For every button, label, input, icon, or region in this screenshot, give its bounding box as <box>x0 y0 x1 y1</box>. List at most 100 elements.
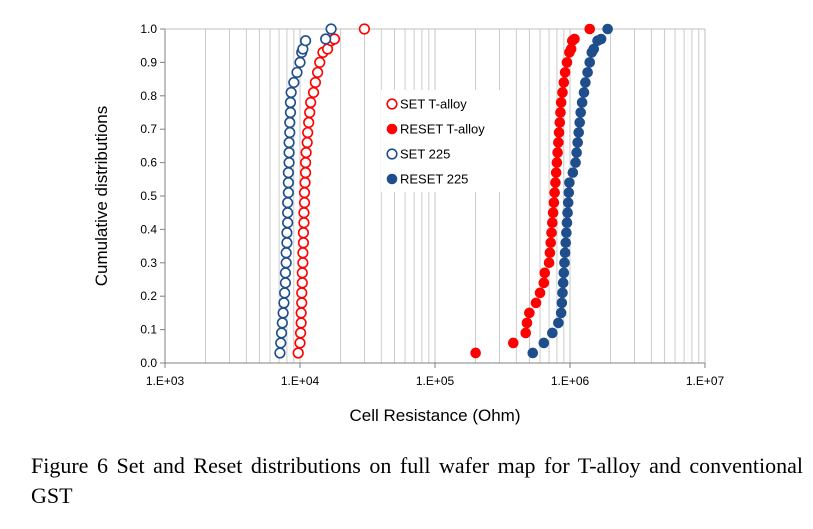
data-point <box>275 327 288 339</box>
data-point <box>314 56 326 69</box>
data-point <box>282 187 294 199</box>
x-tick-label: 1.E+04 <box>281 374 320 388</box>
data-point <box>553 127 565 138</box>
data-point <box>296 287 308 299</box>
data-point <box>539 267 551 279</box>
data-point <box>553 317 564 329</box>
tick-labels: 0.0 0.1 0.2 0.3 0.4 0.5 0.6 0.7 0.8 0.9 1.0 1.E+03 1… <box>140 22 724 388</box>
data-point <box>282 217 294 229</box>
data-point <box>584 57 596 68</box>
data-point <box>595 33 607 45</box>
data-point <box>524 307 535 319</box>
data-point <box>584 23 596 35</box>
y-tick-label: 0.2 <box>140 289 157 303</box>
y-tick-label: 0.3 <box>140 256 157 270</box>
x-tick-label: 1.E+05 <box>416 374 455 388</box>
data-point <box>530 297 542 309</box>
data-point <box>288 76 300 89</box>
data-point <box>299 167 312 179</box>
y-axis-title: Cumulative distributions <box>92 106 111 286</box>
data-point <box>296 267 308 279</box>
cumulative-distribution-chart: 0.0 0.1 0.2 0.3 0.4 0.5 0.6 0.7 0.8 0.9 1.0 1.E+03 1… <box>92 22 725 425</box>
data-point <box>570 157 581 168</box>
data-point <box>561 227 572 239</box>
data-point <box>556 297 568 309</box>
data-point <box>550 167 562 178</box>
data-point <box>300 146 312 159</box>
data-point <box>555 97 567 108</box>
data-point <box>297 247 309 259</box>
data-point <box>282 197 294 209</box>
data-point <box>602 23 613 35</box>
series-reset-225 <box>527 23 613 359</box>
data-point <box>507 337 519 349</box>
data-point <box>550 177 561 188</box>
legend-item: RESET T-alloy <box>386 122 485 137</box>
data-point <box>298 197 311 209</box>
data-point <box>558 267 570 279</box>
legend-item: RESET 225 <box>386 172 468 187</box>
data-point <box>279 267 292 279</box>
legend-label: RESET T-alloy <box>400 122 485 137</box>
series-reset-t-alloy <box>470 23 596 359</box>
x-tick-label: 1.E+07 <box>686 374 725 388</box>
data-point <box>470 347 481 359</box>
legend-marker <box>386 148 398 160</box>
data-point <box>298 187 311 199</box>
data-point <box>283 157 295 169</box>
data-point <box>520 327 532 339</box>
data-point <box>307 86 320 99</box>
data-point <box>527 347 539 359</box>
data-point <box>547 207 559 218</box>
legend-label: SET T-alloy <box>400 97 467 112</box>
grid-lines <box>205 29 700 363</box>
data-point <box>283 146 295 159</box>
data-point <box>569 33 580 45</box>
data-point <box>546 227 557 239</box>
data-point <box>534 287 546 299</box>
legend-marker <box>386 123 398 135</box>
y-tick-label: 0.1 <box>140 323 157 337</box>
data-point <box>284 106 297 119</box>
data-point <box>283 136 295 149</box>
data-point <box>298 207 310 219</box>
legend-item: SET 225 <box>386 147 450 162</box>
data-point <box>560 237 572 249</box>
data-point <box>278 297 290 309</box>
data-point <box>280 257 292 269</box>
data-point <box>302 126 314 139</box>
data-point <box>297 237 310 249</box>
y-tick-label: 0.5 <box>140 189 157 203</box>
data-point <box>549 187 560 198</box>
data-point <box>544 247 556 259</box>
data-point <box>296 277 308 289</box>
legend-box <box>381 90 505 192</box>
data-point <box>284 116 296 129</box>
data-point <box>573 127 585 138</box>
series-set-t-alloy <box>292 23 371 359</box>
data-point <box>548 197 560 208</box>
data-point <box>298 217 310 229</box>
data-point <box>545 237 557 249</box>
data-point <box>295 307 307 319</box>
data-point <box>279 277 292 289</box>
data-point <box>277 307 289 319</box>
data-point <box>571 147 582 158</box>
data-point <box>303 116 315 129</box>
data-point <box>521 317 533 329</box>
data-point <box>281 227 293 239</box>
data-point <box>555 307 567 319</box>
y-tick-label: 0.6 <box>140 156 157 170</box>
data-point <box>558 77 570 88</box>
data-point <box>574 117 586 128</box>
data-point <box>320 33 332 45</box>
legend-marker <box>386 173 398 185</box>
data-point <box>274 347 286 359</box>
data-point <box>299 157 312 169</box>
data-point <box>279 287 291 299</box>
legend-label: SET 225 <box>400 147 450 162</box>
x-axis-title: Cell Resistance (Ohm) <box>350 406 521 425</box>
data-point <box>311 66 324 79</box>
data-point <box>562 197 574 208</box>
data-point <box>282 207 294 219</box>
